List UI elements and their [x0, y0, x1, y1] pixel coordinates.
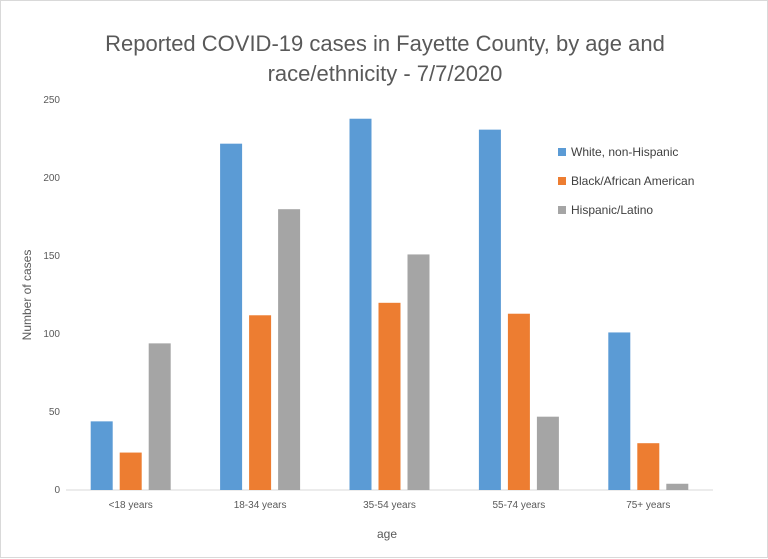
- bar-hispanic-latino-55-74-years: [536, 416, 559, 490]
- bar-hispanic-latino-18-34-years: [278, 209, 301, 490]
- y-axis-ticks: 0 50 100 150 200 250: [43, 95, 60, 496]
- bar-white-non-hispanic-75-years: [608, 332, 631, 490]
- bar-white-non-hispanic-55-74-years: [478, 129, 501, 490]
- legend-label-white-non-hispanic: White, non-Hispanic: [571, 145, 678, 159]
- bar-hispanic-latino-75-years: [666, 483, 689, 490]
- y-tick-label-150: 150: [43, 251, 60, 262]
- y-tick-label-250: 250: [43, 95, 60, 106]
- x-tick-label-18-years: <18 years: [109, 500, 153, 511]
- legend-label-hispanic-latino: Hispanic/Latino: [571, 203, 653, 217]
- bar-white-non-hispanic-18-34-years: [220, 143, 243, 490]
- x-tick-label-75-years: 75+ years: [626, 500, 670, 511]
- chart-title-line-1: Reported COVID-19 cases in Fayette Count…: [105, 31, 665, 56]
- bar-black-african-american-18-years: [119, 452, 142, 490]
- bar-hispanic-latino-18-years: [148, 343, 171, 490]
- bar-hispanic-latino-35-54-years: [407, 254, 430, 490]
- legend: White, non-Hispanic Black/African America…: [558, 145, 694, 217]
- y-tick-label-100: 100: [43, 329, 60, 340]
- bar-black-african-american-55-74-years: [507, 313, 530, 490]
- chart-title: Reported COVID-19 cases in Fayette Count…: [105, 31, 665, 86]
- y-axis-title: Number of cases: [20, 250, 34, 341]
- bar-black-african-american-18-34-years: [249, 315, 272, 490]
- x-axis-ticks: <18 years 18-34 years 35-54 years 55-74 yea…: [109, 500, 671, 511]
- bar-white-non-hispanic-18-years: [90, 421, 113, 490]
- x-tick-label-55-74-years: 55-74 years: [492, 500, 545, 511]
- x-tick-label-18-34-years: 18-34 years: [234, 500, 287, 511]
- legend-swatch-black-african-american: [558, 177, 566, 185]
- chart-title-line-2: race/ethnicity - 7/7/2020: [268, 61, 503, 86]
- y-tick-label-200: 200: [43, 173, 60, 184]
- bars: [90, 118, 689, 490]
- bar-black-african-american-75-years: [637, 443, 660, 490]
- y-tick-label-50: 50: [49, 407, 61, 418]
- legend-swatch-white-non-hispanic: [558, 148, 566, 156]
- legend-label-black-african-american: Black/African American: [571, 174, 694, 188]
- y-tick-label-0: 0: [54, 485, 60, 496]
- bar-black-african-american-35-54-years: [378, 302, 401, 490]
- x-tick-label-35-54-years: 35-54 years: [363, 500, 416, 511]
- bar-white-non-hispanic-35-54-years: [349, 118, 372, 490]
- legend-swatch-hispanic-latino: [558, 206, 566, 214]
- x-axis-title: age: [377, 527, 397, 541]
